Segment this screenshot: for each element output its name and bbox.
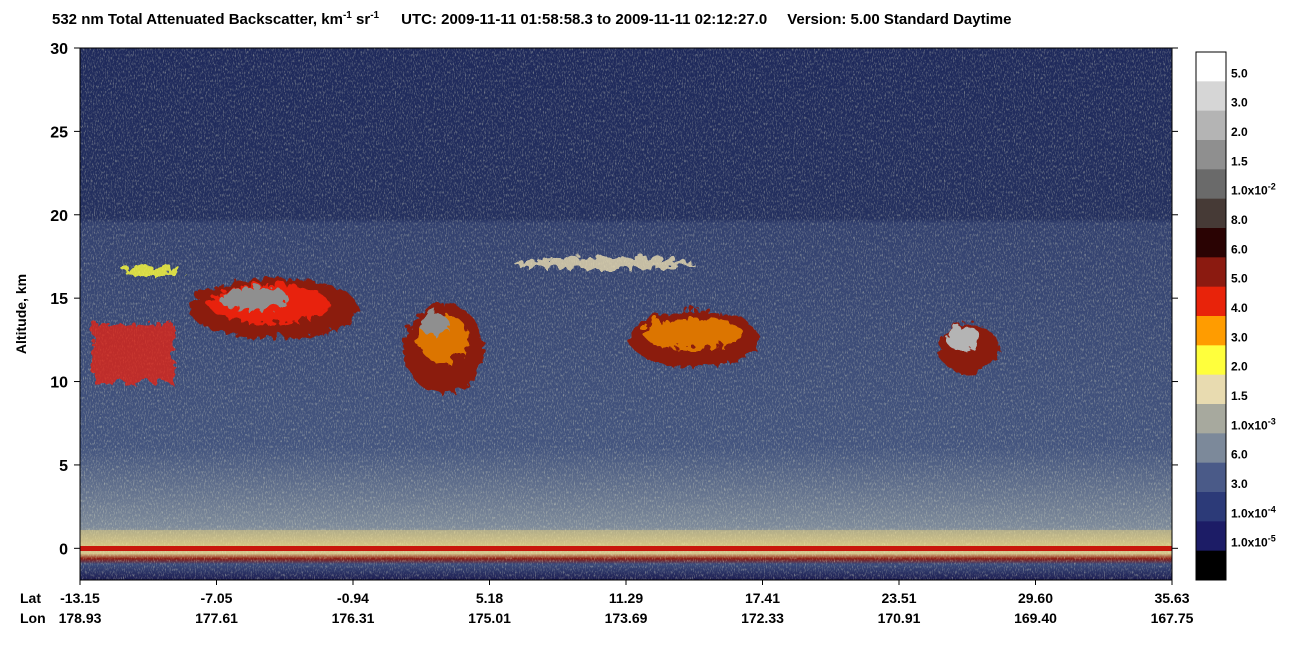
x-tick-label: 169.40: [1014, 610, 1057, 626]
colorbar-label-text: 4.0: [1231, 301, 1248, 315]
x-tick-label: 170.91: [878, 610, 921, 626]
colorbar-swatch: [1196, 404, 1226, 434]
y-tick-label: 10: [50, 375, 68, 392]
chart-title: 532 nm Total Attenuated Backscatter, km-…: [52, 10, 1011, 28]
title-sup: -1: [343, 10, 352, 21]
colorbar-label-text: 5.0: [1231, 66, 1248, 80]
x-tick-label: 178.93: [59, 610, 102, 626]
title-sup: -1: [370, 10, 379, 21]
colorbar-label-sup: -3: [1268, 416, 1276, 426]
x-row-name: Lon: [20, 610, 46, 626]
colorbar-swatch: [1196, 81, 1226, 112]
colorbar-label: 1.0x10-5: [1231, 534, 1276, 550]
x-tick-label: -7.05: [201, 590, 233, 606]
colorbar: 5.03.02.01.51.0x10-28.06.05.04.03.02.01.…: [1195, 51, 1276, 581]
colorbar-swatch: [1196, 374, 1226, 405]
surface-return: [80, 546, 1172, 551]
colorbar-swatch: [1196, 198, 1226, 229]
colorbar-label: 1.0x10-2: [1231, 182, 1276, 198]
colorbar-label-text: 3.0: [1231, 477, 1248, 491]
colorbar-frame: [1195, 51, 1227, 581]
colorbar-label-sup: -5: [1268, 534, 1276, 544]
x-tick-label: 23.51: [881, 590, 916, 606]
title-text: 532 nm Total Attenuated Backscatter, km: [52, 11, 343, 28]
colorbar-label: 3.0: [1231, 96, 1248, 110]
colorbar-swatch: [1196, 140, 1226, 170]
y-tick-label: 20: [50, 208, 68, 225]
colorbar-swatch: [1196, 257, 1226, 288]
colorbar-label-text: 1.0x10: [1231, 184, 1268, 198]
colorbar-label: 1.5: [1231, 389, 1248, 403]
colorbar-swatch: [1196, 52, 1226, 82]
x-tick-label: -13.15: [60, 590, 100, 606]
colorbar-label: 2.0: [1231, 360, 1248, 374]
y-tick-label: 0: [59, 541, 68, 558]
x-tick-label: 17.41: [745, 590, 780, 606]
colorbar-swatch: [1196, 462, 1226, 493]
colorbar-label: 3.0: [1231, 330, 1248, 344]
x-tick-label: 176.31: [332, 610, 375, 626]
colorbar-swatch: [1196, 433, 1226, 464]
plot-area: [80, 48, 1172, 580]
colorbar-swatch: [1196, 286, 1226, 317]
colorbar-label: 2.0: [1231, 125, 1248, 139]
title-version: Version: 5.00 Standard Daytime: [787, 11, 1011, 28]
colorbar-label: 3.0: [1231, 477, 1248, 491]
colorbar-swatch: [1196, 110, 1226, 141]
colorbar-label: 6.0: [1231, 448, 1248, 462]
colorbar-label: 8.0: [1231, 213, 1248, 227]
colorbar-label: 5.0: [1231, 66, 1248, 80]
colorbar-swatch: [1196, 550, 1226, 581]
cloud-layer: [90, 254, 995, 390]
x-tick-label: 5.18: [476, 590, 503, 606]
colorbar-swatch: [1196, 316, 1226, 346]
x-tick-label: 177.61: [195, 610, 238, 626]
colorbar-swatch: [1196, 521, 1226, 552]
colorbar-label-text: 6.0: [1231, 242, 1248, 256]
colorbar-label-text: 1.5: [1231, 389, 1248, 403]
boundary-layer: [80, 530, 1172, 546]
x-tick-label: 173.69: [605, 610, 648, 626]
x-tick-label: 172.33: [741, 610, 784, 626]
colorbar-label: 1.0x10-3: [1231, 416, 1276, 432]
colorbar-label: 5.0: [1231, 272, 1248, 286]
colorbar-label-text: 6.0: [1231, 448, 1248, 462]
colorbar-label-text: 5.0: [1231, 272, 1248, 286]
x-tick-label: 11.29: [609, 590, 643, 606]
colorbar-label-text: 1.0x10: [1231, 418, 1268, 432]
x-tick-label: 35.63: [1154, 590, 1189, 606]
colorbar-label-text: 2.0: [1231, 125, 1248, 139]
y-tick-label: 30: [50, 41, 68, 58]
colorbar-swatch: [1196, 492, 1226, 522]
title-text: sr: [352, 11, 371, 28]
colorbar-label-sup: -4: [1268, 504, 1276, 514]
colorbar-label-text: 8.0: [1231, 213, 1248, 227]
x-tick-label: 29.60: [1018, 590, 1053, 606]
colorbar-label: 4.0: [1231, 301, 1248, 315]
x-tick-label: 167.75: [1151, 610, 1194, 626]
colorbar-label-sup: -2: [1268, 182, 1276, 192]
colorbar-swatch: [1196, 345, 1226, 376]
colorbar-label-text: 1.0x10: [1231, 536, 1268, 550]
colorbar-label: 6.0: [1231, 242, 1248, 256]
y-tick-label: 25: [50, 124, 68, 141]
colorbar-label-text: 1.0x10: [1231, 506, 1268, 520]
title-utc: UTC: 2009-11-11 01:58:58.3 to 2009-11-11…: [401, 11, 767, 28]
y-tick-label: 15: [50, 291, 68, 308]
colorbar-swatch: [1196, 228, 1226, 258]
colorbar-label: 1.5: [1231, 154, 1248, 168]
colorbar-label-text: 2.0: [1231, 360, 1248, 374]
colorbar-label-text: 1.5: [1231, 154, 1248, 168]
colorbar-swatch: [1196, 169, 1226, 200]
x-tick-label: 175.01: [468, 610, 511, 626]
colorbar-label-text: 3.0: [1231, 96, 1248, 110]
x-row-name: Lat: [20, 590, 41, 606]
y-axis-label: Altitude, km: [13, 274, 29, 354]
colorbar-label-text: 3.0: [1231, 330, 1248, 344]
y-tick-label: 5: [59, 458, 68, 475]
x-tick-label: -0.94: [337, 590, 369, 606]
colorbar-label: 1.0x10-4: [1231, 504, 1276, 520]
